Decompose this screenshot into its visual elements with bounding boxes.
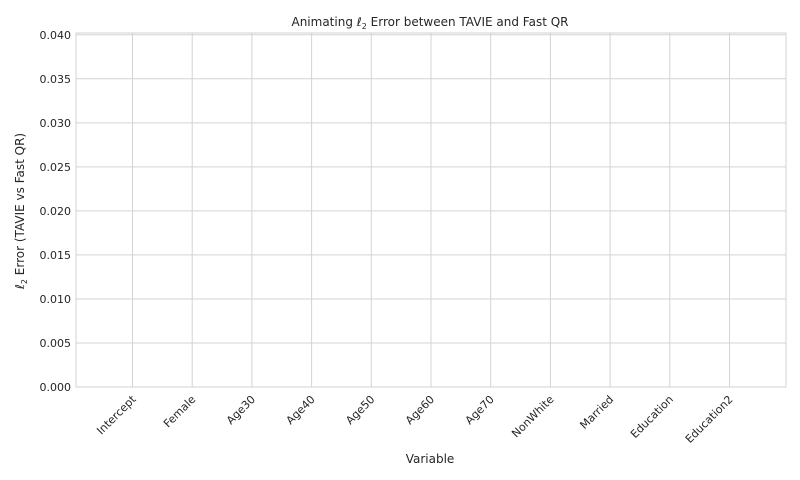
x-axis-ticks: Intercept Female Age30 Age40 Age50 Age60 Age70… — [94, 392, 735, 445]
y-tick-label: 0.020 — [40, 205, 72, 218]
x-tick-label: Age70 — [463, 393, 497, 427]
x-axis-label: Variable — [406, 452, 455, 466]
y-tick-label: 0.000 — [40, 381, 72, 394]
x-tick-label: Female — [161, 393, 198, 430]
x-tick-label: Intercept — [94, 392, 139, 437]
y-tick-label: 0.015 — [40, 249, 72, 262]
x-tick-label: Age40 — [284, 393, 318, 427]
x-tick-label: Age50 — [343, 393, 377, 427]
chart-title: Animating ℓ2 Error between TAVIE and Fas… — [291, 15, 568, 31]
y-tick-label: 0.030 — [40, 117, 72, 130]
y-axis-label: ℓ2 Error (TAVIE vs Fast QR) — [13, 133, 29, 290]
y-axis-ticks: 0.000 0.005 0.010 0.015 0.020 0.025 0.030 0.035… — [40, 29, 72, 394]
x-tick-label: Education2 — [683, 393, 736, 446]
x-tick-label: Married — [577, 393, 616, 432]
y-tick-label: 0.005 — [40, 337, 72, 350]
x-tick-label: Age30 — [224, 393, 258, 427]
y-tick-label: 0.035 — [40, 73, 72, 86]
grid — [76, 33, 786, 388]
y-tick-label: 0.040 — [40, 29, 72, 42]
y-tick-label: 0.010 — [40, 293, 72, 306]
y-tick-label: 0.025 — [40, 161, 72, 174]
x-tick-label: Education — [628, 393, 676, 441]
plot-frame — [75, 32, 787, 388]
x-tick-label: NonWhite — [509, 393, 556, 440]
x-tick-label: Age60 — [403, 393, 437, 427]
